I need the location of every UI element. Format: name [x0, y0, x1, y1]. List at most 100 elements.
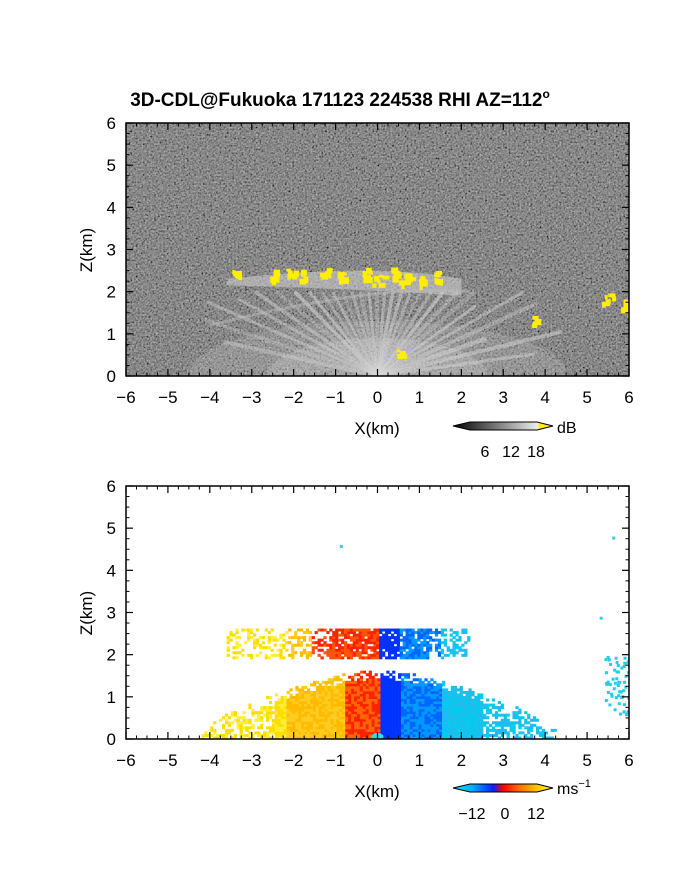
velocity-pixel — [351, 718, 355, 722]
velocity-pixel — [365, 688, 369, 692]
velocity-pixel — [271, 711, 276, 715]
velocity-pixel — [355, 641, 359, 645]
velocity-pixel — [468, 698, 472, 702]
velocity-pixel — [368, 708, 372, 712]
velocity-pixel — [342, 731, 346, 735]
velocity-pixel — [437, 653, 442, 657]
velocity-pixel — [355, 628, 359, 632]
velocity-pixel — [339, 736, 343, 739]
velocity-pixel — [390, 636, 395, 640]
velocity-pixel — [389, 723, 393, 727]
velocity-pixel — [464, 653, 468, 657]
velocity-pixel — [377, 711, 381, 715]
velocity-pixel — [370, 648, 374, 652]
velocity-pixel — [233, 713, 237, 717]
velocity-pixel — [245, 721, 249, 725]
velocity-pixel — [349, 653, 354, 657]
velocity-pixel — [442, 698, 446, 702]
velocity-pixel — [356, 680, 361, 684]
velocity-pixel — [427, 690, 431, 694]
velocity-pixel — [399, 633, 403, 637]
velocity-pixel — [447, 721, 452, 725]
velocity-pixel — [271, 718, 276, 722]
velocity-pixel — [392, 716, 396, 720]
velocity-pixel — [280, 731, 284, 735]
velocity-pixel — [389, 716, 393, 720]
velocity-pixel — [318, 733, 323, 737]
velocity-pixel — [274, 713, 279, 717]
velocity-pixel — [459, 698, 463, 702]
high-echo-pixel — [273, 272, 280, 278]
velocity-pixel — [247, 653, 251, 657]
velocity-pixel — [453, 736, 457, 739]
velocity-pixel — [377, 678, 381, 682]
velocity-pixel — [403, 675, 408, 679]
velocity-pixel — [411, 638, 415, 642]
velocity-pixel — [323, 628, 327, 632]
velocity-pixel — [263, 706, 267, 710]
velocity-pixel — [279, 651, 283, 655]
velocity-pixel — [468, 733, 472, 737]
velocity-pixel — [447, 733, 452, 737]
velocity-pixel — [304, 723, 308, 727]
velocity-pixel — [465, 723, 469, 727]
y-tick-label: 5 — [107, 156, 116, 175]
velocity-pixel — [426, 633, 430, 637]
velocity-pixel — [390, 648, 395, 652]
velocity-pixel — [406, 706, 411, 710]
velocity-pixel — [374, 726, 378, 730]
velocity-pixel — [396, 628, 400, 632]
velocity-pixel — [373, 651, 377, 655]
velocity-pixel — [424, 713, 428, 717]
velocity-pixel — [405, 646, 409, 650]
velocity-pixel — [304, 698, 308, 702]
velocity-pixel — [436, 733, 440, 737]
velocity-pixel — [333, 711, 337, 715]
velocity-pixel — [471, 716, 475, 720]
velocity-pixel — [474, 728, 478, 732]
velocity-pixel — [423, 653, 427, 657]
velocity-pixel — [277, 703, 281, 707]
velocity-pixel — [373, 643, 377, 647]
velocity-pixel — [307, 733, 311, 737]
velocity-pixel — [307, 721, 311, 725]
velocity-pixel — [230, 713, 234, 717]
velocity-pixel — [335, 653, 339, 657]
x-tick-label: −1 — [326, 388, 345, 407]
velocity-pixel — [535, 728, 540, 732]
velocity-pixel — [314, 646, 318, 650]
velocity-pixel — [411, 653, 415, 657]
velocity-pixel — [266, 713, 270, 717]
velocity-pixel — [430, 688, 434, 692]
velocity-pixel — [239, 726, 243, 730]
velocity-pixel — [462, 711, 466, 715]
velocity-pixel — [310, 683, 314, 687]
velocity-pixel — [494, 706, 499, 710]
velocity-pixel — [398, 723, 402, 727]
velocity-pixel — [289, 733, 293, 737]
velocity-pixel — [398, 721, 402, 725]
velocity-pixel — [255, 643, 260, 647]
velocity-pixel — [297, 641, 301, 645]
beam-ray — [377, 352, 536, 376]
velocity-pixel — [486, 706, 490, 710]
velocity-pixel — [324, 728, 328, 732]
velocity-pixel — [398, 673, 402, 677]
velocity-pixel — [330, 726, 334, 730]
velocity-pixel — [299, 636, 304, 640]
velocity-pixel — [421, 728, 425, 732]
velocity-pixel — [324, 703, 328, 707]
velocity-pixel — [398, 688, 402, 692]
velocity-pixel — [436, 736, 440, 739]
velocity-pixel — [355, 648, 359, 652]
velocity-pixel — [455, 646, 459, 650]
velocity-pixel — [229, 633, 233, 637]
velocity-pixel — [368, 685, 372, 689]
y-tick-label: 3 — [107, 241, 116, 260]
velocity-pixel — [336, 685, 340, 689]
velocity-pixel — [400, 731, 405, 735]
velocity-pixel — [376, 638, 380, 642]
velocity-pixel — [406, 698, 411, 702]
velocity-pixel — [400, 698, 405, 702]
velocity-pixel — [236, 726, 240, 730]
